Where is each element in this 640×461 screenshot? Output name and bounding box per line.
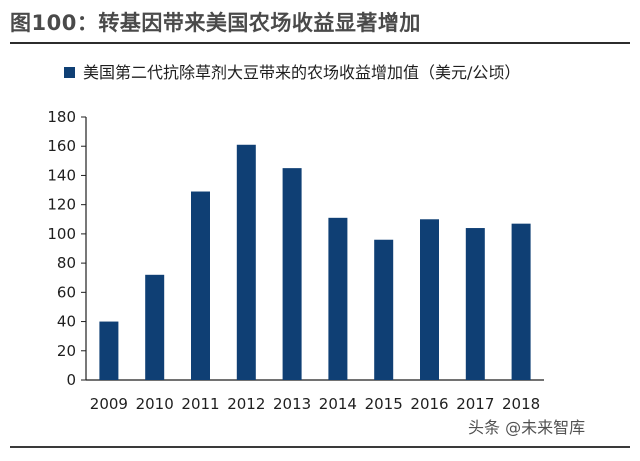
y-tick-label: 160 <box>47 137 76 155</box>
x-tick-label: 2015 <box>365 395 403 413</box>
figure-title: 图100：转基因带来美国农场收益显著增加 <box>10 11 421 35</box>
x-tick-label: 2016 <box>410 395 448 413</box>
title-divider <box>10 42 630 44</box>
x-tick-label: 2011 <box>181 395 219 413</box>
bar <box>191 191 210 380</box>
bottom-divider <box>10 446 630 448</box>
x-tick-label: 2014 <box>319 395 357 413</box>
x-tick-label: 2017 <box>456 395 494 413</box>
bar <box>465 228 485 380</box>
bar <box>99 321 119 380</box>
bar <box>145 274 165 380</box>
y-tick-label: 100 <box>47 225 76 243</box>
x-tick-label: 2013 <box>273 395 311 413</box>
y-tick-label: 0 <box>66 371 76 389</box>
y-tick-label: 140 <box>47 166 76 184</box>
bar <box>374 239 394 380</box>
watermark-text: 头条 @未来智库 <box>468 418 586 437</box>
y-tick-label: 180 <box>47 108 76 126</box>
bar <box>282 168 302 380</box>
bar <box>236 144 256 380</box>
bar <box>328 217 348 380</box>
legend-label: 美国第二代抗除草剂大豆带来的农场收益增加值（美元/公顷） <box>83 63 520 82</box>
x-tick-label: 2009 <box>90 395 128 413</box>
y-tick-label: 40 <box>57 313 76 331</box>
y-tick-label: 80 <box>57 254 76 272</box>
legend-swatch <box>64 67 75 78</box>
x-tick-label: 2010 <box>136 395 174 413</box>
y-tick-label: 20 <box>57 342 76 360</box>
y-tick-label: 120 <box>47 196 76 214</box>
y-tick-label: 60 <box>57 283 76 301</box>
bar <box>420 219 439 380</box>
x-tick-label: 2012 <box>227 395 265 413</box>
x-tick-label: 2018 <box>502 395 540 413</box>
bar <box>511 223 531 380</box>
